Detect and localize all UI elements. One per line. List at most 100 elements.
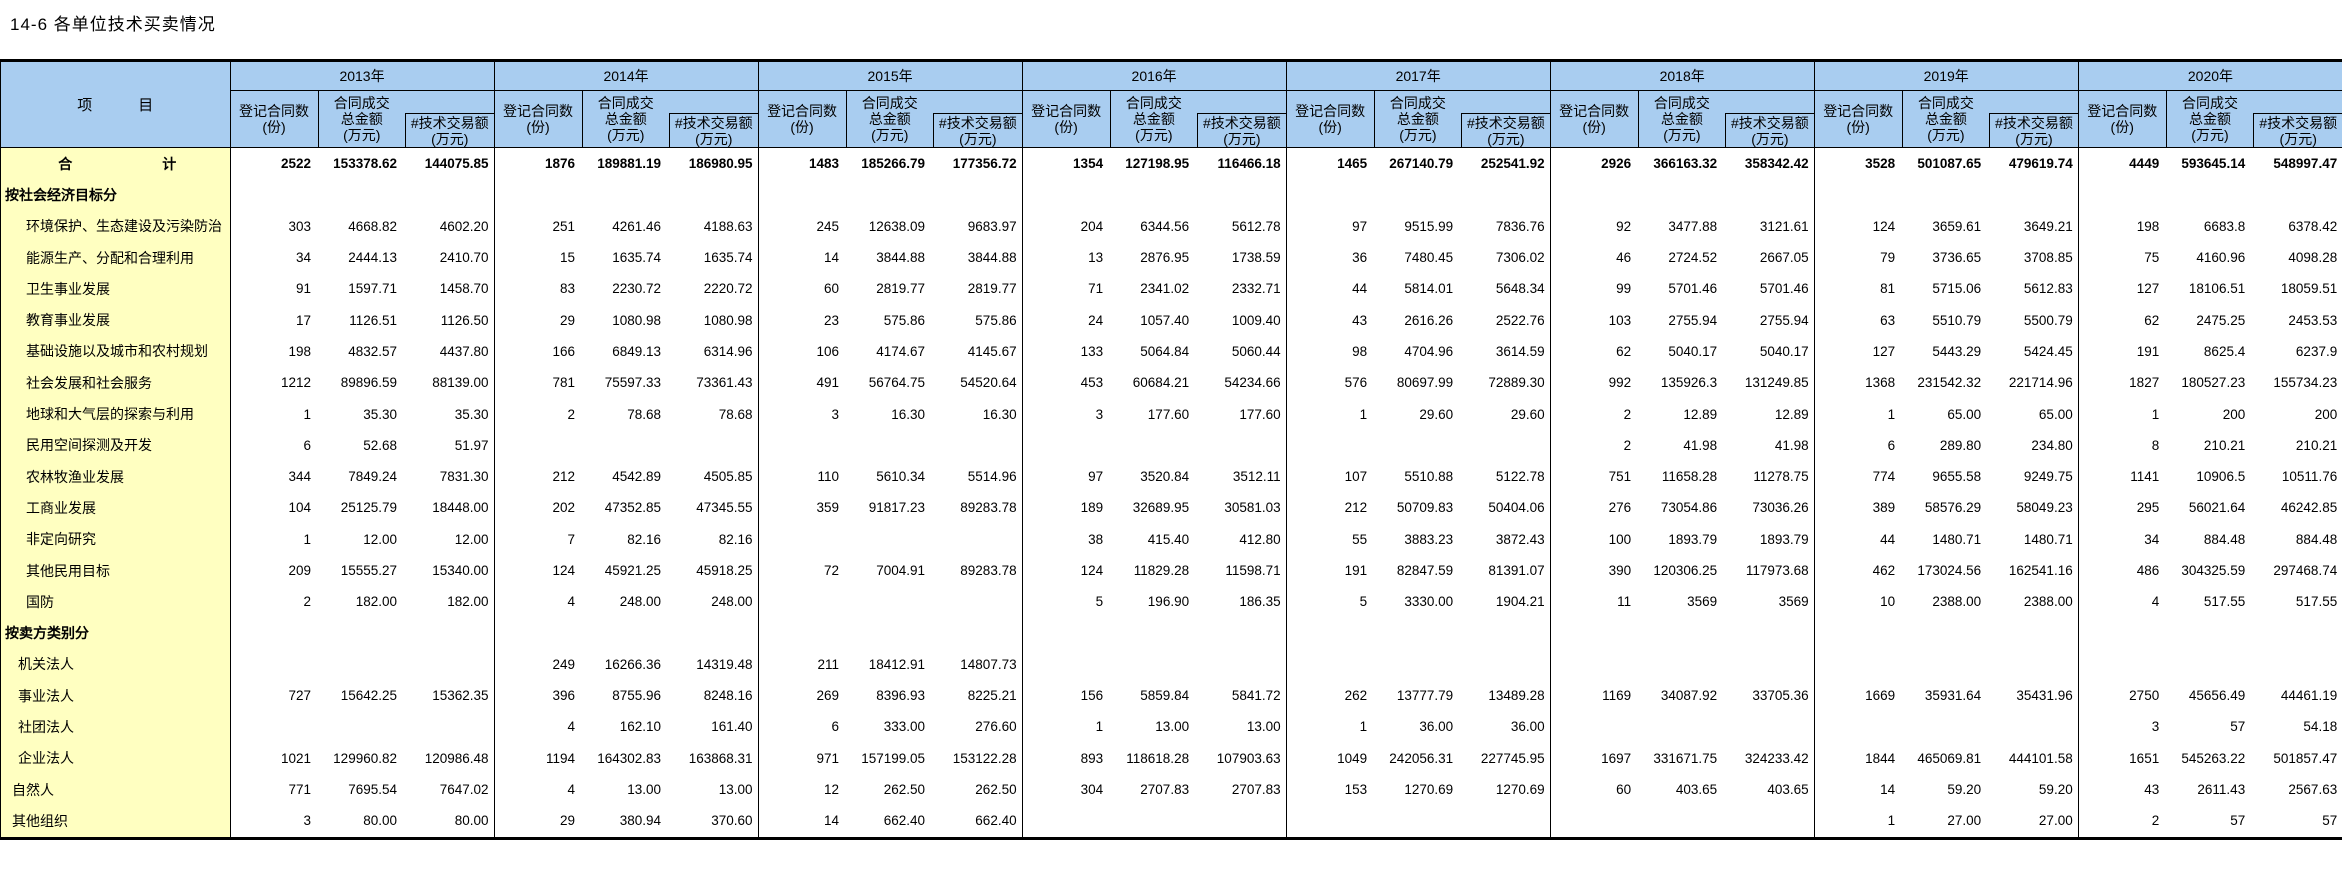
value-cell: 262.50 [975,782,1017,798]
value-cell: 1 [1813,805,1903,837]
value-cell: 82847.59 [1396,563,1454,578]
value-cell: 415.40 [1147,531,1190,547]
value-cell: 6237.9 [2295,343,2338,359]
value-cell [1461,805,1550,836]
value-cell: 1 [229,523,318,555]
value-cell: 262.50 [883,782,926,798]
value-cell: 8248.16 [703,688,753,704]
value-cell [669,430,758,461]
value-cell: 486 [2077,554,2167,587]
value-cell: 248.00 [619,594,662,610]
value-cell: 1 [2077,398,2167,430]
value-cell: 35.30 [363,406,397,422]
value-cell [1197,179,1286,210]
value-cell [757,179,847,211]
value-cell: 1893.79 [1759,531,1809,547]
value-cell: 204 [1021,210,1111,242]
value-cell [1021,617,1111,649]
value-cell: 161.40 [711,719,753,735]
table-row: 能源生产、分配和合理利用 34 2444.13 2410.70 15 1635.74 163… [1,241,2342,274]
value-cell: 249 [493,648,583,681]
value-cell: 4542.89 [612,469,662,485]
value-cell: 58049.23 [2016,500,2073,516]
value-cell: 51.97 [454,437,489,453]
value-cell: 58576.29 [1924,500,1982,516]
value-cell [846,586,933,617]
value-cell: 1 [1285,398,1375,430]
value-cell: 36.00 [1419,719,1454,735]
value-cell: 7306.02 [1495,250,1545,266]
value-cell: 80697.99 [1396,375,1454,391]
value-cell: 3 [757,398,847,430]
value-cell: 43 [1285,304,1375,336]
value-cell [1285,179,1375,211]
value-cell [1110,805,1197,836]
value-cell: 34087.92 [1660,688,1718,704]
value-cell: 2876.95 [1140,250,1190,266]
value-cell [582,617,669,648]
value-cell [1638,711,1725,742]
value-cell: 5814.01 [1404,281,1454,297]
subheader-tech-trade-label: #技术交易额 (万元) [1202,114,1281,147]
value-cell: 8396.93 [876,688,926,704]
value-cell: 182.00 [355,594,397,610]
value-cell: 157199.05 [861,750,926,766]
value-cell: 3330.00 [1404,594,1454,610]
value-cell: 163868.31 [688,750,753,766]
value-cell: 164302.83 [597,750,662,766]
value-cell: 72 [757,554,847,587]
value-cell: 15362.35 [432,688,489,704]
value-cell [2077,648,2167,681]
value-cell [1638,179,1725,210]
value-cell [1461,179,1550,210]
value-cell: 106 [757,335,847,368]
value-cell: 662.40 [883,813,926,829]
value-cell: 1169 [1549,680,1639,712]
value-cell: 4505.85 [703,469,753,485]
value-cell: 4 [493,773,583,806]
value-cell: 1827 [2077,367,2167,399]
item-header-char: 项 [77,97,93,114]
value-cell: 41.98 [1774,437,1809,453]
value-cell: 60 [1549,773,1639,806]
value-cell: 1354 [1021,147,1111,180]
value-cell [1549,179,1639,211]
value-cell [1989,649,2078,680]
value-cell: 403.65 [1675,782,1718,798]
value-cell: 92 [1549,210,1639,242]
value-cell: 99 [1549,273,1639,305]
value-cell: 1 [1021,711,1111,743]
value-cell: 107903.63 [1216,750,1281,766]
value-cell: 13489.28 [1488,688,1545,704]
value-cell: 7647.02 [439,782,489,798]
row-label: 机关法人 [1,648,231,681]
value-cell [1374,179,1461,210]
value-cell: 16266.36 [604,656,662,672]
value-cell: 1904.21 [1495,594,1545,610]
value-cell: 396 [493,680,583,712]
tech-trade-table: 项目 2013年 2014年 2015年 2016年 2017年 2018年 2019年 202… [1,62,2343,837]
value-cell [846,524,933,555]
table-row: 基础设施以及城市和农村规划 198 4832.57 4437.80 166 6849.13… [1,335,2342,368]
value-cell: 303 [229,210,318,242]
value-cell [582,179,669,210]
value-cell [229,617,318,649]
value-cell: 29 [493,805,583,837]
value-cell [933,179,1022,210]
value-cell: 5 [1285,586,1375,618]
value-cell [405,649,494,680]
year-header-2018: 2018年 [1549,62,1815,91]
value-cell: 893 [1021,742,1111,774]
value-cell: 29.60 [1510,406,1545,422]
value-cell: 16.30 [982,406,1017,422]
value-cell: 60 [757,273,847,305]
value-cell: 4668.82 [348,218,397,234]
value-cell: 11 [1549,586,1639,618]
value-cell [229,711,318,743]
value-cell: 72889.30 [1488,375,1545,391]
value-cell: 9655.58 [1932,469,1982,485]
row-label: 民用空间探测及开发 [1,429,231,461]
value-cell: 153378.62 [333,156,397,172]
value-cell: 9683.97 [967,218,1017,234]
value-cell: 35.30 [454,406,489,422]
